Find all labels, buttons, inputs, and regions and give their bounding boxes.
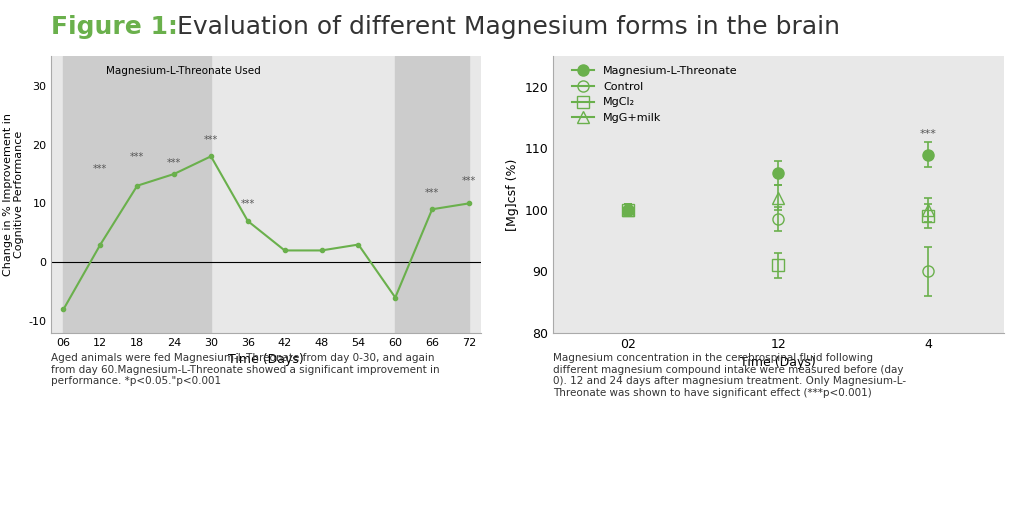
Text: ***: *** [920,129,937,139]
Text: Figure 1:: Figure 1: [51,15,178,39]
X-axis label: Time (Days): Time (Days) [740,356,816,369]
Y-axis label: Change in % Improvement in
Cognitive Performance: Change in % Improvement in Cognitive Per… [3,113,25,276]
X-axis label: Time (Days): Time (Days) [228,353,304,366]
Text: ***: *** [167,158,181,168]
Legend: Magnesium-L-Threonate Used: Magnesium-L-Threonate Used [78,61,265,80]
Text: ***: *** [93,164,108,174]
Text: Aged animals were fed Magnesium-L-Threonate from day 0-30, and again
from day 60: Aged animals were fed Magnesium-L-Threon… [51,353,440,387]
Text: ***: *** [241,199,255,209]
Text: ***: *** [204,135,218,144]
Text: ***: *** [462,176,476,186]
Text: ***: *** [425,187,439,198]
Bar [63,56,211,333]
Legend: Magnesium-L-Threonate, Control, MgCl₂, MgG+milk: Magnesium-L-Threonate, Control, MgCl₂, M… [567,62,742,127]
Y-axis label: [Mg]csf (%): [Mg]csf (%) [506,158,519,231]
Text: Evaluation of different Magnesium forms in the brain: Evaluation of different Magnesium forms … [169,15,840,39]
Bar [395,56,469,333]
Text: Magnesium concentration in the cerebrospinal fluid following
different magnesium: Magnesium concentration in the cerebrosp… [553,353,906,398]
Text: ***: *** [130,152,144,162]
